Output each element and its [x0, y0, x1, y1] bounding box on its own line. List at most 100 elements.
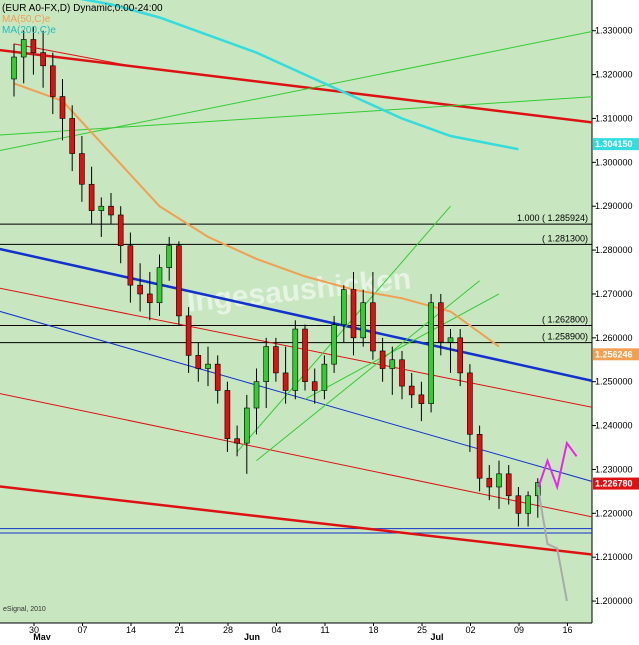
candle — [79, 136, 85, 202]
candle-body — [156, 267, 163, 304]
candle-body — [350, 289, 357, 339]
candle-body — [486, 477, 493, 488]
candle — [263, 337, 270, 409]
candle — [273, 337, 279, 382]
candle — [127, 232, 134, 303]
candle-body — [457, 337, 464, 374]
y-tick-label: 1.220000 — [595, 508, 633, 518]
level-label: 1.000 ( 1.285924) — [517, 213, 588, 223]
candle-body — [476, 434, 483, 479]
candle — [234, 425, 240, 457]
candle-body — [79, 153, 85, 185]
moving-average-layer — [13, 0, 519, 348]
candle-body — [117, 214, 124, 246]
candle — [185, 307, 192, 373]
candle-body — [311, 381, 318, 391]
candle-body — [214, 363, 221, 391]
trendline — [0, 310, 592, 482]
trendline — [0, 287, 592, 408]
y-tick-label: 1.230000 — [595, 464, 633, 474]
candle — [30, 26, 37, 75]
price-badge: 1.256246 — [593, 348, 639, 361]
candle-body — [282, 372, 289, 391]
candle — [399, 350, 405, 400]
price-badge-label: 1.304150 — [595, 139, 633, 149]
candle — [467, 364, 473, 452]
candle — [370, 272, 376, 360]
x-tick-label: 28 — [223, 625, 233, 635]
candle — [428, 293, 434, 413]
candle — [496, 460, 502, 509]
candle-body — [379, 350, 386, 369]
candle-body — [408, 385, 415, 396]
candle-body — [137, 284, 143, 295]
candle-body — [321, 363, 328, 391]
candle — [98, 197, 105, 237]
candle-body — [428, 302, 434, 404]
candle-body — [40, 52, 46, 67]
price-badge: 1.304150 — [593, 138, 639, 151]
candle — [418, 381, 425, 422]
candle-body — [20, 39, 27, 58]
candle-body — [263, 346, 270, 382]
candle-body — [447, 337, 454, 343]
candle — [11, 43, 17, 97]
candle — [195, 342, 202, 382]
y-tick-label: 1.270000 — [595, 289, 633, 299]
candle-body — [49, 65, 56, 97]
candle-body — [496, 473, 502, 488]
projection-path — [536, 486, 568, 602]
level-label: ( 1.281300) — [542, 233, 588, 243]
candle — [156, 254, 163, 316]
price-badge-label: 1.256246 — [595, 349, 633, 359]
projection-path — [536, 440, 578, 491]
x-tick-label: 04 — [271, 625, 281, 635]
candle — [40, 30, 46, 88]
chart-title: (EUR A0-FX,D) Dynamic,0:00-24:00 — [2, 3, 163, 14]
trendline — [0, 48, 592, 124]
candle — [437, 293, 444, 356]
x-tick-label: 18 — [368, 625, 378, 635]
candle-body — [244, 407, 250, 444]
x-tick-label: 11 — [320, 625, 329, 635]
candle — [292, 320, 299, 400]
candle-body — [437, 302, 444, 343]
candle-body — [253, 381, 260, 409]
price-badge-label: 1.226780 — [595, 479, 633, 489]
candle — [117, 206, 124, 264]
candle — [49, 52, 56, 115]
y-tick-label: 1.210000 — [595, 552, 633, 562]
candle — [321, 355, 328, 400]
x-tick-label: 21 — [174, 625, 184, 635]
trendline — [0, 247, 592, 383]
candle — [224, 381, 231, 452]
candle — [389, 346, 396, 395]
candle — [340, 285, 347, 343]
ma50-legend: MA(50,C)e — [2, 14, 51, 25]
price-badge: 1.226780 — [593, 477, 639, 490]
candle-body — [11, 56, 17, 80]
y-tick-label: 1.240000 — [595, 421, 633, 431]
candle-body — [195, 355, 202, 369]
candle — [147, 272, 153, 321]
candle — [311, 368, 318, 404]
y-tick-label: 1.250000 — [595, 377, 633, 387]
candle-body — [205, 363, 211, 369]
candle — [88, 166, 95, 224]
candle — [515, 486, 522, 527]
trendline — [0, 485, 592, 556]
x-month-label: May — [33, 632, 51, 640]
candle — [20, 30, 27, 84]
y-tick-label: 1.320000 — [595, 70, 633, 80]
candle-body — [224, 390, 231, 440]
candle-body — [98, 205, 105, 211]
level-label: ( 1.258900) — [542, 332, 588, 342]
candle — [176, 241, 182, 325]
time-axis: 30 07 14 21 28 04 11 18 25 02 09 16 May Jun Jul — [29, 623, 573, 642]
candle — [253, 368, 260, 435]
candle-body — [292, 328, 299, 391]
level-label: ( 1.262800) — [542, 315, 588, 325]
y-tick-label: 1.260000 — [595, 333, 633, 343]
